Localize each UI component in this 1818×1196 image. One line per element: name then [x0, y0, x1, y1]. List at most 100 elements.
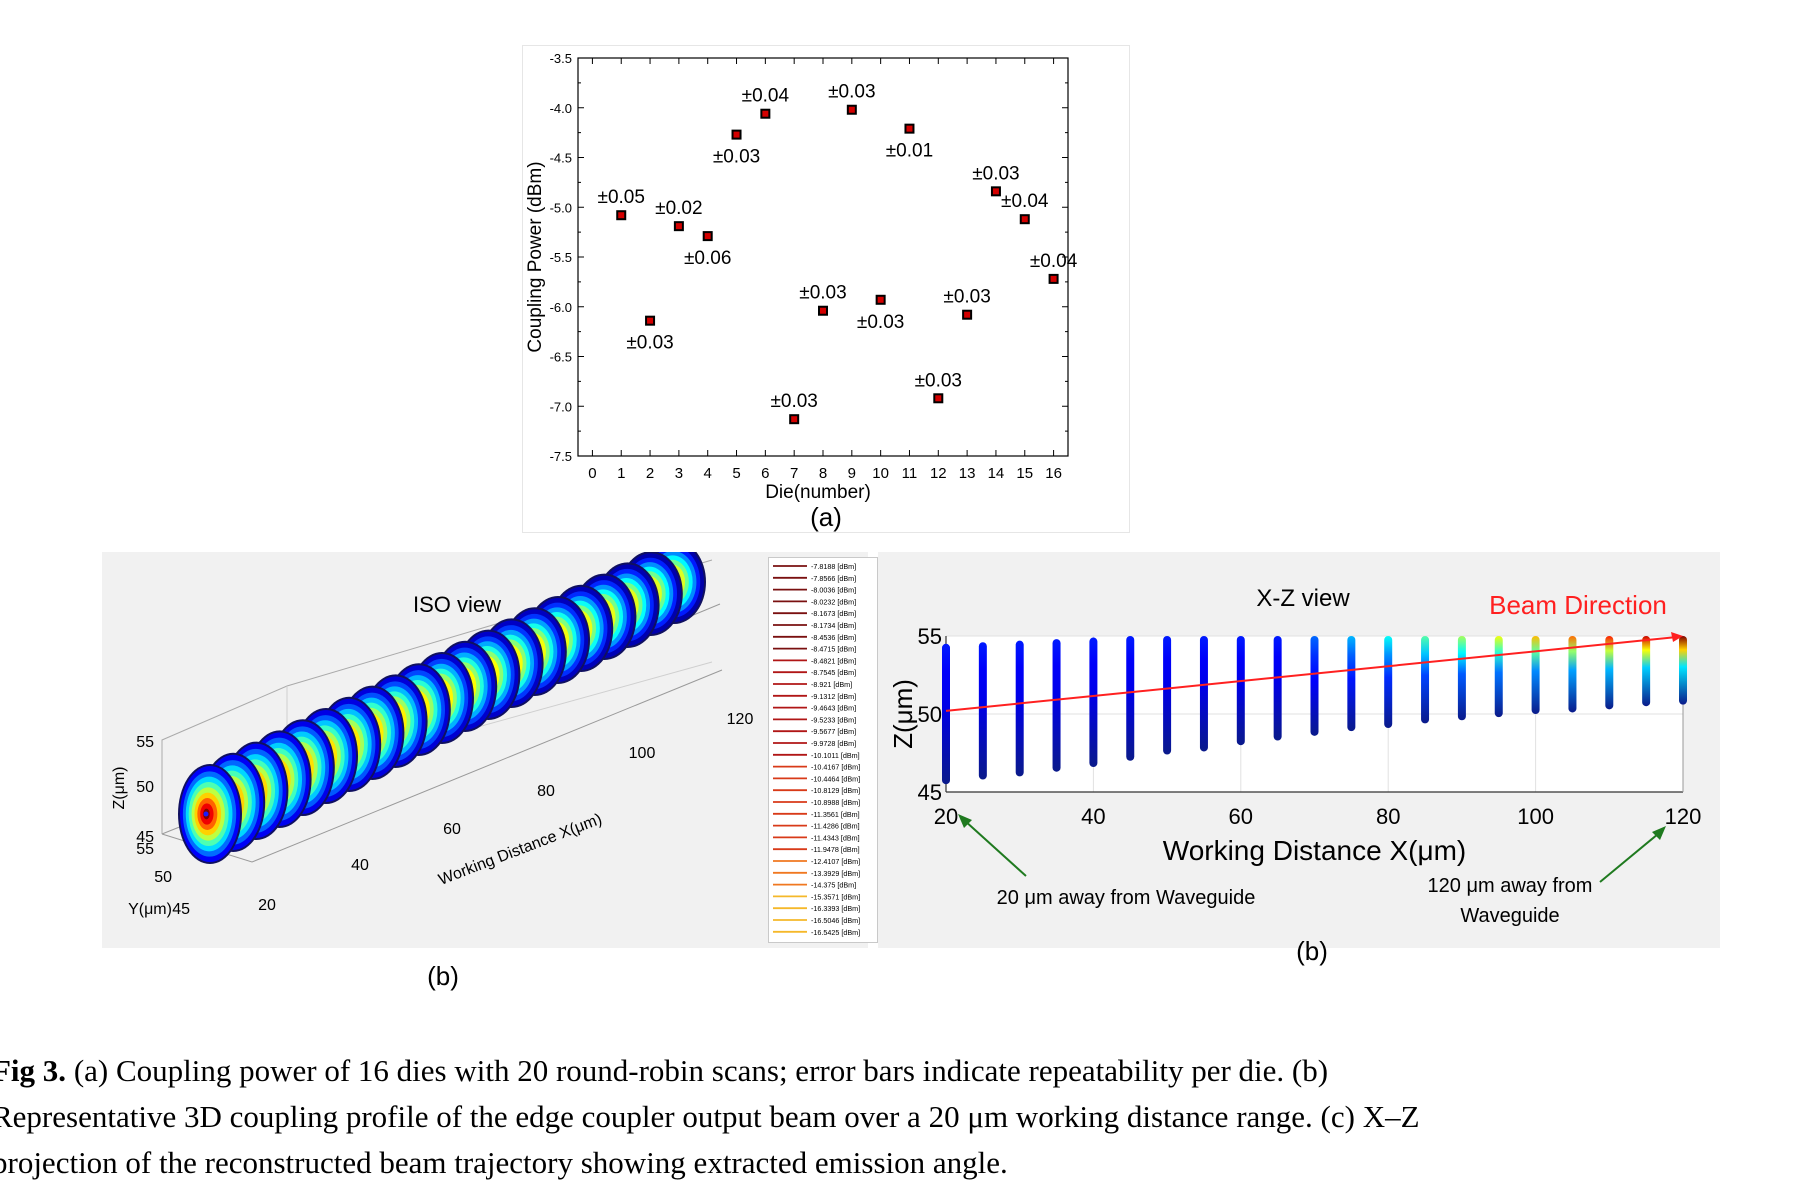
legend-label: -8.921 [dBm] [811, 680, 852, 689]
x-tick-label: 13 [959, 465, 976, 482]
error-label: ±0.03 [915, 370, 962, 391]
data-point [791, 416, 798, 423]
beam-bar [1457, 636, 1466, 721]
error-label: ±0.05 [598, 187, 645, 208]
annotation-left: 20 μm away from Waveguide [997, 887, 1256, 909]
beam-bar [1236, 636, 1245, 746]
error-label: ±0.03 [943, 287, 990, 308]
beam-bar [1568, 636, 1577, 713]
y-tick-label: 45 [172, 901, 190, 918]
x-tick-label: 0 [588, 465, 596, 482]
left-arrowhead [958, 814, 972, 828]
y-tick-label: -4.0 [550, 101, 572, 116]
legend-label: -10.4167 [dBm] [811, 763, 860, 772]
legend-label: -8.4536 [dBm] [811, 633, 856, 642]
data-point [935, 395, 942, 402]
y-tick-label: -7.5 [550, 449, 572, 464]
beam-bar [1310, 636, 1319, 736]
error-label: ±0.01 [886, 141, 933, 162]
legend-label: -8.0036 [dBm] [811, 586, 856, 595]
beam-bar [1494, 636, 1503, 718]
data-point [964, 311, 971, 318]
y-tick-label: -6.5 [550, 350, 572, 365]
data-point [992, 188, 999, 195]
error-label: ±0.03 [713, 147, 760, 168]
x-tick-label: 4 [704, 465, 712, 482]
iso-title: ISO view [413, 592, 501, 617]
slice-center [203, 811, 209, 817]
data-point [1021, 216, 1028, 223]
caption-line-3: projection of the reconstructed beam tra… [0, 1145, 1008, 1180]
panel-xz-view: 20 40 60 80 100 120 45 50 55 Beam Direction X-Z vi… [878, 552, 1720, 948]
x-tick-label: 15 [1016, 465, 1033, 482]
x-tick-label: 20 [934, 804, 958, 829]
coupling-power-chart: 0 1 2 3 4 5 6 7 8 9 10 11 12 13 14 15 16-3.5-4.0-4.5-5.0… [525, 51, 1078, 532]
z-tick-label: 50 [136, 779, 154, 796]
legend-label: -8.4715 [dBm] [811, 645, 856, 654]
error-label: ±0.03 [770, 391, 817, 412]
beam-bar [1273, 636, 1282, 741]
caption-line-2: Representative 3D coupling profile of th… [0, 1099, 1420, 1134]
legend-entries: -7.8188 [dBm] -7.8566 [dBm] -8.0036 [dBm] -… [773, 562, 860, 937]
error-label: ±0.03 [972, 163, 1019, 184]
beam-bar [1605, 636, 1614, 710]
beam-direction-label: Beam Direction [1489, 590, 1667, 620]
annotation-right-line2: Waveguide [1460, 905, 1559, 927]
x-tick-label: 20 [258, 897, 276, 914]
legend-label: -8.4821 [dBm] [811, 656, 856, 665]
z-tick-label: 45 [136, 829, 154, 846]
error-label: ±0.04 [1001, 191, 1049, 212]
data-point [762, 110, 769, 117]
legend-label: -7.8188 [dBm] [811, 562, 856, 571]
legend-label: -11.9478 [dBm] [811, 845, 860, 854]
figure-caption: Fig 3. (a) Coupling power of 16 dies wit… [0, 1048, 1818, 1186]
legend-label: -10.8129 [dBm] [811, 786, 860, 795]
error-label: ±0.03 [626, 333, 673, 354]
legend-label: -9.1312 [dBm] [811, 692, 856, 701]
beam-bar [1163, 636, 1172, 755]
y-tick-label: -4.5 [550, 151, 572, 166]
beam-bar [1679, 636, 1687, 705]
beam-bar [1052, 639, 1061, 772]
beam-direction-line [945, 636, 1678, 712]
data-point [647, 317, 654, 324]
y-tick-label: -5.5 [550, 250, 572, 265]
x-tick-label: 12 [930, 465, 947, 482]
y-tick-label: 55 [136, 841, 154, 858]
z-axis-label: Z(μm) [111, 767, 128, 810]
data-point [733, 131, 740, 138]
data-point [877, 296, 884, 303]
x-tick-label: 11 [902, 465, 918, 482]
legend-label: -10.8988 [dBm] [811, 798, 860, 807]
y-tick-label: 55 [918, 624, 942, 649]
beam-bar [1347, 636, 1356, 732]
beam-bar [1531, 636, 1540, 714]
beam-arrowhead [1671, 632, 1683, 642]
data-point [1050, 275, 1057, 282]
beam-bar [1015, 640, 1024, 777]
xz-view-chart: 20 40 60 80 100 120 45 50 55 Beam Direction X-Z vi… [888, 585, 1701, 927]
legend-label: -8.7545 [dBm] [811, 668, 856, 677]
beam-bar [1421, 636, 1430, 724]
left-annotation-arrow [963, 819, 1027, 877]
x-tick-label: 7 [790, 465, 798, 482]
x-axis-label: Die(number) [765, 482, 871, 503]
legend-label: -8.1673 [dBm] [811, 609, 856, 618]
x-tick-label: 9 [848, 465, 856, 482]
data-point [675, 223, 682, 230]
beam-bar [942, 643, 950, 785]
legend-label: -13.3929 [dBm] [811, 869, 860, 878]
legend-label: -9.9728 [dBm] [811, 739, 856, 748]
legend-label: -12.4107 [dBm] [811, 857, 860, 866]
data-point [906, 125, 913, 132]
legend-label: -11.3561 [dBm] [811, 810, 860, 819]
y-axis-label: Coupling Power (dBm) [525, 161, 546, 352]
x-axis-label: Working Distance X(μm) [1163, 835, 1466, 866]
data-point [618, 212, 625, 219]
panel-label-b-left: (b) [427, 961, 459, 991]
legend-label: -16.5425 [dBm] [811, 928, 860, 937]
legend-label: -8.0232 [dBm] [811, 597, 856, 606]
beam-bar [978, 642, 987, 780]
error-label: ±0.04 [742, 86, 790, 107]
